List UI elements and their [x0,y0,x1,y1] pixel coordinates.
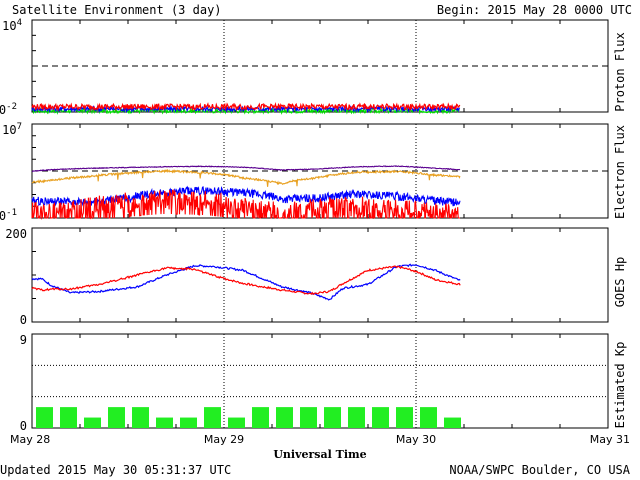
panel-frame-0 [31,19,609,113]
kp-bar [372,407,389,428]
kp-bar [348,407,365,428]
ylabel-goes-hp: GOES Hp [613,256,627,308]
ylabel-electron-flux: Electron Flux [613,125,627,219]
ytick-electron-top: 107 [2,122,22,137]
kp-bar [300,407,317,428]
begin-time: Begin: 2015 May 28 0000 UTC [436,3,632,17]
ytick-proton-top: 104 [2,18,22,33]
panel-frame-2 [31,227,609,323]
x-tick-label: May 28 [10,433,50,446]
electron-series-purple [31,165,461,173]
ytick-kp-top: 9 [20,333,27,347]
x-tick-label: May 29 [204,433,244,446]
hp-series-blue [31,263,461,301]
kp-bar [180,417,197,428]
proton-series-green [31,106,460,115]
chart-title: Satellite Environment (3 day) [12,3,222,17]
kp-bar [396,407,413,428]
kp-bar [156,417,173,428]
x-tick-label: May 30 [396,433,436,446]
kp-bar [276,407,293,428]
kp-bar [36,407,53,428]
ytick-electron-bottom: 10-1 [0,208,17,223]
x-tick-label: May 31 [590,433,630,446]
kp-bar [204,407,221,428]
proton-series-red [31,102,461,112]
ytick-kp-bottom: 0 [20,419,27,433]
kp-bar [420,407,437,428]
updated-timestamp: Updated 2015 May 30 05:31:37 UTC [0,463,232,477]
hp-series-red [31,265,461,296]
kp-bar [252,407,269,428]
ylabel-estimated-kp: Estimated Kp [613,341,627,429]
ytick-hp-top: 200 [5,227,27,241]
source-credit: NOAA/SWPC Boulder, CO USA [449,463,630,477]
kp-bar [60,407,77,428]
kp-bar [228,417,245,428]
kp-bar [444,417,461,428]
electron-series-red [31,189,460,220]
ytick-proton-bottom: 10-2 [0,102,17,117]
x-axis-title: Universal Time [273,448,366,461]
electron-series-orange [31,168,461,187]
ylabel-proton-flux: Proton Flux [613,32,627,112]
kp-bar [108,407,125,428]
kp-bar [84,417,101,428]
kp-bar [324,407,341,428]
kp-bar [132,407,149,428]
ytick-hp-bottom: 0 [20,313,27,327]
